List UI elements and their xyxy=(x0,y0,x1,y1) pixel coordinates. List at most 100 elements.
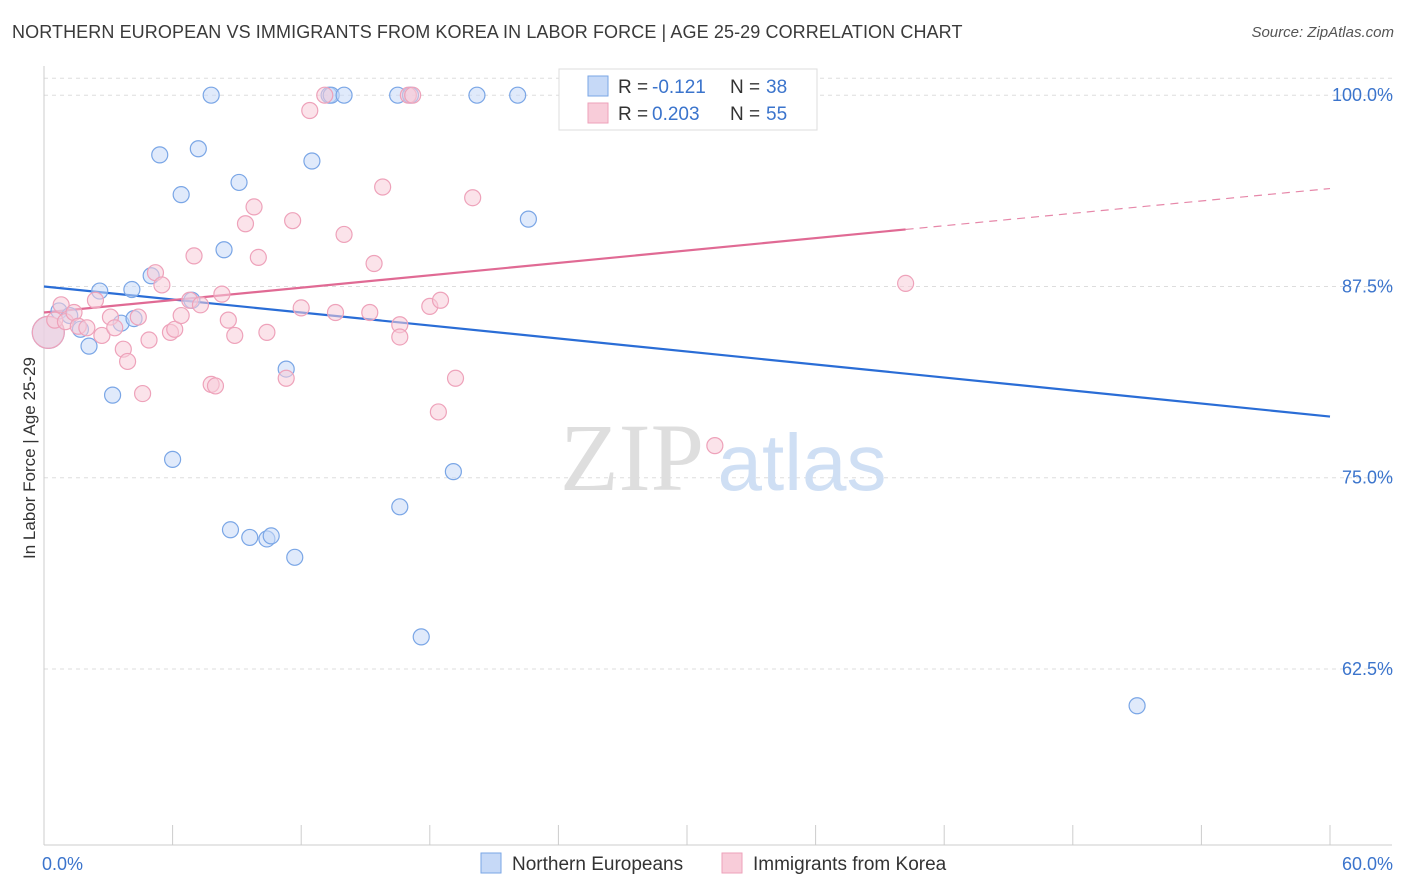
legend-r-label: R = xyxy=(618,104,648,125)
source-credit: Source: ZipAtlas.com xyxy=(1251,24,1394,41)
point-korea-immigrant xyxy=(172,306,190,325)
point-korea-immigrant xyxy=(374,178,392,196)
legend-r-label: R = xyxy=(618,77,648,98)
legend-n-label: N = xyxy=(730,104,760,125)
point-korea-immigrant xyxy=(301,101,319,120)
point-northern-european xyxy=(391,498,409,516)
watermark-zip: ZIP xyxy=(560,404,704,511)
point-korea-immigrant xyxy=(326,303,345,322)
point-northern-european xyxy=(286,548,304,566)
y-tick-label: 87.5% xyxy=(1342,276,1393,296)
gridlines xyxy=(44,77,1392,670)
x-tick-label: 60.0% xyxy=(1342,854,1393,874)
point-korea-immigrant xyxy=(245,198,263,216)
point-northern-european xyxy=(519,210,537,228)
point-northern-european xyxy=(202,86,220,104)
point-korea-immigrant xyxy=(365,254,383,273)
point-korea-immigrant xyxy=(335,225,353,244)
point-korea-immigrant xyxy=(706,437,724,455)
point-korea-immigrant xyxy=(431,291,450,309)
bottom-legend: Northern Europeans Immigrants from Korea xyxy=(480,852,947,875)
point-northern-european xyxy=(335,86,353,104)
bottom-legend-label: Northern Europeans xyxy=(512,854,683,875)
point-northern-european xyxy=(164,450,182,468)
point-northern-european xyxy=(262,527,280,545)
point-korea-immigrant xyxy=(464,189,482,207)
point-korea-immigrant xyxy=(219,311,237,329)
point-korea-immigrant xyxy=(292,299,310,317)
point-korea-immigrant xyxy=(429,403,447,421)
point-korea-immigrant xyxy=(226,326,244,345)
point-northern-european xyxy=(215,241,233,259)
point-korea-immigrant xyxy=(236,215,255,233)
point-korea-immigrant xyxy=(166,320,184,338)
bottom-legend-swatch xyxy=(721,852,743,874)
point-northern-european xyxy=(412,628,430,646)
point-northern-european xyxy=(123,280,141,299)
trend-line-korea-immigrant-extension xyxy=(905,187,1331,231)
point-northern-european xyxy=(151,146,169,164)
point-northern-european xyxy=(189,140,207,158)
point-korea-immigrant xyxy=(93,326,111,345)
point-korea-immigrant xyxy=(391,328,409,346)
point-northern-european xyxy=(241,528,259,547)
point-northern-european xyxy=(172,186,190,204)
trend-lines xyxy=(43,187,1331,418)
point-korea-immigrant xyxy=(277,369,295,387)
trend-line-northern-european xyxy=(43,285,1331,418)
point-korea-immigrant xyxy=(106,319,124,337)
point-korea-immigrant xyxy=(52,296,70,314)
point-northern-european xyxy=(468,86,486,104)
x-tick-labels: 0.0% 60.0% xyxy=(42,854,1393,874)
bottom-legend-label: Immigrants from Korea xyxy=(753,854,947,875)
y-tick-label: 75.0% xyxy=(1342,468,1393,488)
watermark-atlas: atlas xyxy=(718,418,887,507)
legend-r-value: 0.203 xyxy=(652,104,700,125)
point-korea-immigrant xyxy=(206,377,225,395)
point-korea-immigrant xyxy=(258,323,276,341)
axes xyxy=(43,66,1392,846)
point-korea-immigrant xyxy=(191,296,210,314)
y-tick-label: 100.0% xyxy=(1332,85,1393,105)
point-korea-immigrant xyxy=(897,274,915,293)
point-northern-european xyxy=(80,337,98,355)
point-northern-european xyxy=(230,173,248,192)
point-korea-immigrant xyxy=(446,369,465,387)
legend-swatch xyxy=(587,102,609,124)
legend-n-value: 38 xyxy=(766,77,787,98)
point-korea-immigrant xyxy=(185,247,203,265)
y-tick-label: 62.5% xyxy=(1342,659,1393,679)
point-northern-european xyxy=(103,386,122,404)
point-korea-immigrant xyxy=(129,308,147,326)
point-northern-european xyxy=(303,152,321,170)
point-northern-european xyxy=(221,521,240,539)
legend: R = -0.121 N = 38 R = 0.203 N = 55 xyxy=(558,68,818,131)
legend-r-value: -0.121 xyxy=(652,77,706,98)
trend-line-korea-immigrant xyxy=(43,228,906,314)
legend-swatch xyxy=(587,75,609,97)
data-points xyxy=(31,86,1146,715)
point-northern-european xyxy=(1128,697,1146,715)
point-northern-european xyxy=(444,463,462,481)
x-tick-label: 0.0% xyxy=(42,854,83,874)
point-korea-immigrant xyxy=(404,86,422,104)
point-korea-immigrant xyxy=(153,276,171,294)
point-northern-european xyxy=(509,86,527,104)
point-korea-immigrant xyxy=(284,212,302,230)
point-korea-immigrant xyxy=(118,352,137,371)
point-korea-immigrant xyxy=(213,285,231,303)
y-tick-labels: 62.5% 75.0% 87.5% 100.0% xyxy=(1332,85,1393,679)
legend-n-label: N = xyxy=(730,77,760,98)
point-korea-immigrant xyxy=(249,248,267,266)
chart-title: NORTHERN EUROPEAN VS IMMIGRANTS FROM KOR… xyxy=(12,22,963,42)
point-korea-immigrant xyxy=(86,291,105,309)
y-axis-label: In Labor Force | Age 25-29 xyxy=(20,357,39,559)
point-korea-immigrant xyxy=(361,303,379,322)
bottom-legend-swatch xyxy=(480,852,502,874)
legend-n-value: 55 xyxy=(766,104,787,125)
point-korea-immigrant xyxy=(133,384,152,403)
point-korea-immigrant xyxy=(78,319,96,337)
watermark: ZIP atlas xyxy=(560,404,886,511)
point-korea-immigrant xyxy=(316,86,334,104)
